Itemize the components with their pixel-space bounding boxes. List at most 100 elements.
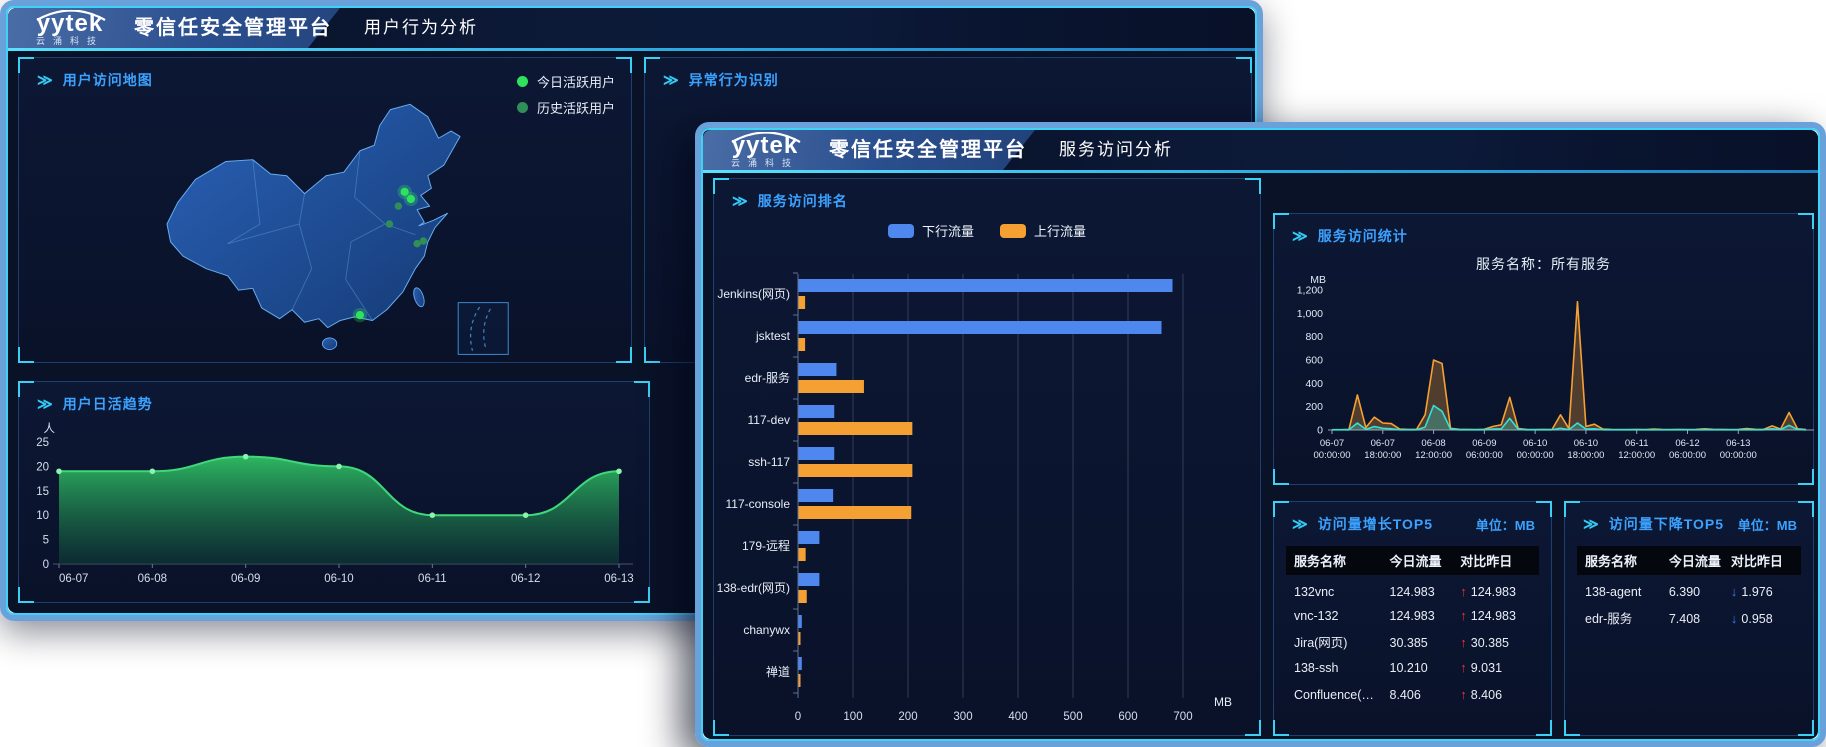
chevrons-icon: ≫ <box>37 396 54 413</box>
legend-label: 历史活跃用户 <box>536 101 615 116</box>
legend-item-1[interactable]: 历史活跃用户 <box>516 98 615 117</box>
table-header: 服务名称 今日流量 对比昨日 <box>1286 546 1539 575</box>
arrow-down-icon: ↓ <box>1730 584 1738 599</box>
svg-text:700: 700 <box>1173 711 1192 723</box>
data-point[interactable] <box>149 468 156 475</box>
tab-user-behavior[interactable]: 用户行为分析 <box>364 18 478 37</box>
service-rank-bar-chart[interactable]: 0 100 200 300 400 500 600 700 MB Jenkins(网页) jskte… <box>714 266 1262 736</box>
svg-text:00:00:00: 00:00:00 <box>1720 450 1757 461</box>
series-fill-orange <box>1332 301 1806 430</box>
arrow-down-icon: ↓ <box>1730 611 1738 626</box>
bar-upstream[interactable] <box>798 296 806 309</box>
growth-table-rows: 132vnc 124.983 ↑ 124.983 vnc-132 124.983 ↑ 124.… <box>1274 575 1551 703</box>
bar-downstream[interactable] <box>798 615 802 628</box>
bar-upstream[interactable] <box>798 464 913 477</box>
cell-delta: ↓ 0.958 <box>1731 611 1793 626</box>
legend-item-0[interactable]: 今日活跃用户 <box>516 72 615 91</box>
bar-downstream[interactable] <box>798 363 837 376</box>
cell-service-name: edr-服务 <box>1585 612 1633 626</box>
chevrons-icon: ≫ <box>1292 228 1309 245</box>
svg-text:100: 100 <box>843 711 862 723</box>
bar-upstream[interactable] <box>798 590 807 603</box>
data-point[interactable] <box>522 512 529 518</box>
table-row: edr-服务 7.408 ↓ 0.958 <box>1577 599 1801 627</box>
stats-panel-title: ≫ 服务访问统计 <box>1292 228 1408 245</box>
brand-sub: 云涌科技 <box>35 36 104 46</box>
logo-arc-icon <box>36 10 106 21</box>
svg-text:edr-服务: edr-服务 <box>745 370 790 385</box>
service-stats-panel: ≫ 服务访问统计 服务名称：所有服务 0 200 400 600 800 1,000 1,20… <box>1273 213 1814 485</box>
chevrons-icon: ≫ <box>1583 516 1600 533</box>
user-location-dot <box>394 202 403 210</box>
svg-text:117-console: 117-console <box>726 497 791 511</box>
data-point[interactable] <box>429 512 436 518</box>
svg-text:138-edr(网页): 138-edr(网页) <box>717 581 790 595</box>
svg-text:jsktest: jsktest <box>755 329 791 343</box>
bar-downstream[interactable] <box>798 573 820 586</box>
service-stats-line-chart[interactable]: 02004006008001,0001,200MB06-0700:00:0006… <box>1274 274 1815 480</box>
bar-upstream[interactable] <box>798 674 801 687</box>
svg-text:06-07: 06-07 <box>1371 438 1395 449</box>
data-point[interactable] <box>242 453 249 460</box>
bar-downstream[interactable] <box>798 279 1173 292</box>
cell-service-name: Jira(网页) <box>1294 636 1348 650</box>
chart-legend-item-0[interactable]: 下行流量 <box>887 221 974 240</box>
bar-upstream[interactable] <box>798 338 806 351</box>
svg-text:300: 300 <box>953 711 972 723</box>
cell-delta: ↑ 9.031 <box>1460 660 1531 675</box>
svg-text:06:00:00: 06:00:00 <box>1466 450 1503 461</box>
window-content: ≫ 服务访问排名 下行流量 上行流量 0 100 200 300 400 500 600 700 M… <box>703 173 1818 739</box>
service-name-filter[interactable]: 服务名称：所有服务 <box>1476 256 1611 272</box>
legend-label: 上行流量 <box>1034 224 1087 239</box>
bar-downstream[interactable] <box>798 405 835 418</box>
svg-text:179-远程: 179-远程 <box>742 538 790 553</box>
col-today-traffic: 今日流量 <box>1389 554 1442 569</box>
svg-text:0: 0 <box>795 711 801 723</box>
chart-legend-item-1[interactable]: 上行流量 <box>1000 221 1086 240</box>
bar-downstream[interactable] <box>798 489 834 502</box>
bar-downstream[interactable] <box>798 447 835 460</box>
bar-upstream[interactable] <box>798 380 864 393</box>
chevrons-icon: ≫ <box>732 193 749 210</box>
cell-delta: ↑ 124.983 <box>1460 608 1531 623</box>
cell-service-name: vnc-132 <box>1294 609 1339 623</box>
svg-text:25: 25 <box>36 437 49 449</box>
bar-downstream[interactable] <box>798 321 1162 334</box>
legend-dot-icon <box>516 102 528 113</box>
cell-service-name: 138-ssh <box>1294 661 1339 675</box>
series-line-orange[interactable] <box>1332 300 1807 431</box>
cell-service-name: 138-agent <box>1585 585 1642 599</box>
arrow-up-icon: ↑ <box>1460 660 1467 675</box>
bar-downstream[interactable] <box>798 657 802 670</box>
bar-upstream[interactable] <box>798 422 913 435</box>
bar-upstream[interactable] <box>798 548 806 561</box>
col-vs-yesterday: 对比昨日 <box>1730 554 1783 569</box>
app-logo: yytek 云涌科技 <box>717 132 813 169</box>
data-point[interactable] <box>616 468 622 475</box>
tab-service-access[interactable]: 服务访问分析 <box>1059 140 1173 159</box>
map-legend[interactable]: 今日活跃用户历史活跃用户 <box>516 72 615 117</box>
cell-today-traffic: 10.210 <box>1389 661 1428 675</box>
col-service-name: 服务名称 <box>1585 554 1638 569</box>
bar-downstream[interactable] <box>798 531 820 544</box>
bar-upstream[interactable] <box>798 632 801 645</box>
svg-text:06:00:00: 06:00:00 <box>1669 450 1706 461</box>
unit-label: 单位：MB <box>1737 518 1797 533</box>
user-location-dot <box>406 194 415 204</box>
bar-upstream[interactable] <box>798 506 912 519</box>
svg-text:06-12: 06-12 <box>1675 438 1699 449</box>
series-line-cyan[interactable] <box>1332 404 1807 431</box>
chevrons-icon: ≫ <box>663 72 680 89</box>
data-point[interactable] <box>336 463 342 470</box>
bar-series-upstream[interactable] <box>798 296 913 687</box>
cell-today-traffic: 124.983 <box>1389 585 1435 599</box>
table-row: 138-agent 6.390 ↓ 1.976 <box>1577 575 1801 599</box>
data-point[interactable] <box>56 468 62 475</box>
svg-text:06-10: 06-10 <box>1574 438 1598 449</box>
daily-active-area-chart[interactable]: 0 5 10 15 20 25 人 06-07 06-08 06-09 06-10 06-11 06-1… <box>19 422 649 600</box>
brand-sub: 云涌科技 <box>730 158 799 168</box>
window-service-access: yytek 云涌科技 零信任安全管理平台 服务访问分析 ≫ 服务访问排名 下行流量… <box>695 122 1826 747</box>
bar-chart-legend[interactable]: 下行流量 上行流量 <box>714 221 1260 240</box>
svg-text:06-09: 06-09 <box>1472 438 1496 449</box>
bar-series-downstream[interactable] <box>798 279 1173 670</box>
